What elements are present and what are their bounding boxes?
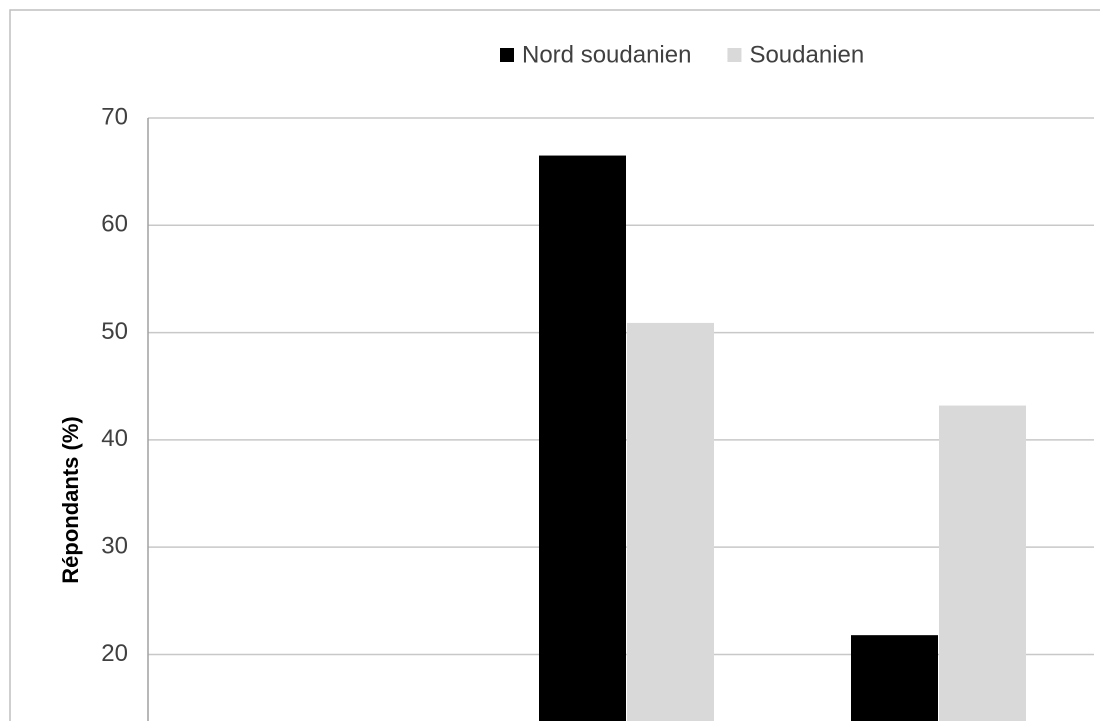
legend-label: Nord soudanien [522, 41, 691, 68]
legend-label: Soudanien [749, 41, 864, 68]
y-tick-label: 20 [101, 640, 128, 667]
chart-frame [9, 9, 1100, 721]
legend-swatch [500, 48, 514, 62]
legend-swatch [727, 48, 742, 62]
y-tick-label: 60 [101, 211, 128, 238]
bar [627, 322, 714, 721]
y-tick-label: 70 [101, 103, 128, 130]
bar [539, 155, 626, 721]
y-tick-label: 30 [101, 533, 128, 560]
y-tick-label: 40 [101, 425, 128, 452]
y-axis-label: Répondants (%) [58, 416, 83, 583]
bar [851, 635, 938, 721]
y-tick-label: 50 [101, 318, 128, 345]
bar [939, 405, 1026, 721]
